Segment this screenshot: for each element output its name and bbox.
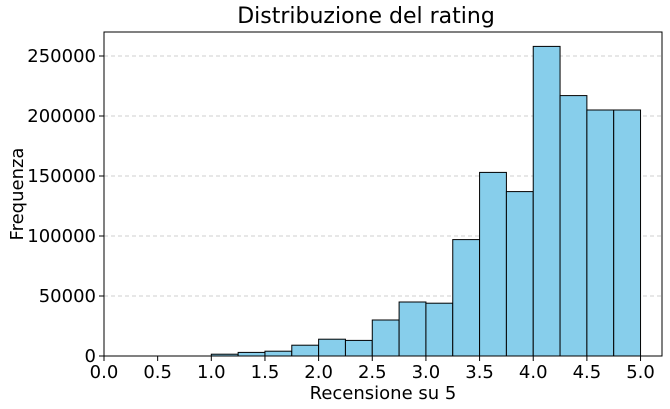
histogram-bar: [291, 344, 320, 357]
x-axis-ticks: 0.0 0.5 1.0 1.5 2.0 2.5 3.0 3.5 4.0 4.5 5.0: [90, 356, 655, 383]
y-tick-label: 0: [85, 346, 96, 367]
y-tick-label: 250000: [27, 46, 96, 67]
histogram-bar: [237, 351, 266, 357]
y-tick-label: 50000: [39, 286, 96, 307]
x-tick-label: 4.0: [519, 362, 548, 383]
plot-frame: [103, 31, 663, 357]
histogram-bars: [210, 45, 642, 357]
x-tick-label: 2.0: [304, 362, 333, 383]
histogram-bar: [398, 301, 427, 357]
x-tick-label: 0.0: [90, 362, 119, 383]
y-tick-label: 150000: [27, 166, 96, 187]
x-tick-label: 2.5: [358, 362, 387, 383]
x-tick-label: 1.0: [197, 362, 226, 383]
histogram-bar: [505, 191, 534, 357]
histogram-bar: [344, 339, 373, 357]
x-tick-label: 1.5: [251, 362, 280, 383]
y-tick-label: 100000: [27, 226, 96, 247]
histogram-bar: [425, 302, 454, 357]
axes: [103, 31, 663, 357]
histogram-bar: [613, 109, 642, 357]
histogram-bar: [586, 109, 615, 357]
y-axis-label: Frequenza: [7, 148, 28, 241]
y-tick-label: 200000: [27, 106, 96, 127]
histogram-bar: [479, 171, 507, 357]
x-tick-label: 3.0: [412, 362, 441, 383]
histogram-bar: [264, 350, 293, 357]
x-axis-label: Recensione su 5: [310, 383, 457, 404]
y-axis-ticks: 0 50000 100000 150000 200000 250000: [27, 46, 104, 367]
histogram-bar: [532, 45, 561, 357]
chart-title: Distribuzione del rating: [237, 4, 495, 29]
histogram-bar: [318, 338, 346, 357]
x-tick-label: 4.5: [573, 362, 602, 383]
x-tick-label: 0.5: [143, 362, 172, 383]
histogram-bar: [559, 95, 588, 357]
x-tick-label: 3.5: [465, 362, 494, 383]
histogram-bar: [371, 319, 400, 357]
histogram-bar: [452, 239, 481, 357]
x-tick-label: 5.0: [626, 362, 655, 383]
